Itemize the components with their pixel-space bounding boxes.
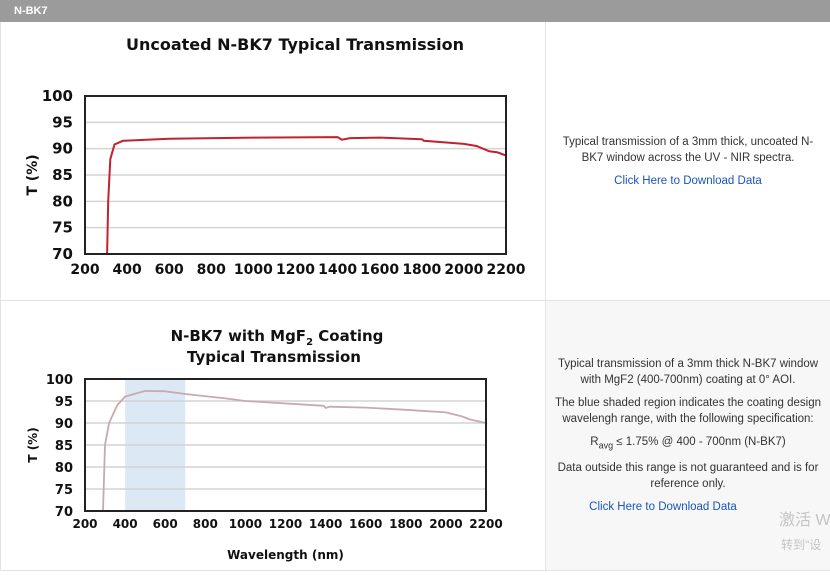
chart-cell: Uncoated N-BK7 Typical Transmission 70 75 8…: [0, 22, 546, 317]
transmission-line: [106, 136, 507, 255]
plot-frame: [84, 378, 487, 512]
y-tick-label: 100: [42, 87, 73, 105]
x-tick-label: 1000: [234, 262, 273, 278]
x-tick-label: 1600: [360, 262, 399, 278]
y-tick-label: 70: [52, 245, 73, 263]
description: Data outside this range is not guarantee…: [557, 462, 819, 491]
description: Typical transmission of a 3mm thick N-BK…: [557, 357, 819, 386]
y-tick-label: 85: [55, 439, 73, 454]
plot-frame: [84, 95, 507, 255]
y-tick-label: 80: [55, 461, 73, 476]
y-tick-label: 95: [52, 113, 73, 131]
description-cell: Typical transmission of a 3mm thick N-BK…: [546, 301, 830, 570]
download-data-link[interactable]: Click Here to Download Data: [614, 174, 762, 187]
watermark: 转到"设: [781, 538, 822, 552]
x-tick-label: 1800: [402, 262, 441, 278]
section-header: N-BK7: [0, 0, 830, 22]
x-tick-label: 2000: [429, 517, 462, 531]
description-cell: Typical transmission of a 3mm thick, unc…: [546, 22, 830, 300]
transmission-line: [102, 389, 487, 512]
chart-cell: N-BK7 with MgF2 Coating Typical Transmiss…: [0, 301, 546, 570]
x-tick-label: 2000: [444, 262, 483, 278]
x-tick-label: 200: [70, 262, 99, 278]
x-tick-label: 2200: [469, 517, 502, 531]
x-tick-label: 400: [113, 517, 138, 531]
row-uncoated: Uncoated N-BK7 Typical Transmission 70 75 8…: [0, 22, 830, 317]
description: Typical transmission of a 3mm thick, unc…: [562, 135, 814, 164]
x-tick-label: 1800: [389, 517, 422, 531]
y-axis-label: T (%): [26, 427, 40, 462]
x-tick-label: 1400: [309, 517, 342, 531]
chart-title: N-BK7 with MgF2 Coating: [171, 327, 384, 348]
spec: Ravg ≤ 1.75% @ 400 - 700nm (N-BK7): [590, 435, 786, 451]
y-tick-label: 70: [55, 505, 73, 520]
row-mgf2: N-BK7 with MgF2 Coating Typical Transmiss…: [0, 301, 830, 571]
download-data-link[interactable]: Click Here to Download Data: [589, 501, 737, 514]
y-tick-label: 95: [55, 395, 73, 410]
y-tick-label: 75: [55, 483, 73, 498]
x-axis-label: Wavelength (nm): [227, 548, 344, 562]
x-tick-label: 800: [197, 262, 226, 278]
x-tick-label: 1200: [269, 517, 302, 531]
x-tick-label: 1600: [349, 517, 382, 531]
x-tick-label: 400: [112, 262, 141, 278]
y-tick-label: 80: [52, 192, 73, 210]
y-tick-label: 100: [46, 373, 73, 388]
y-tick-label: 75: [52, 219, 73, 237]
x-tick-label: 800: [193, 517, 218, 531]
y-tick-label: 85: [52, 166, 73, 184]
watermark: 激活 W: [779, 512, 830, 529]
x-tick-label: 2200: [487, 262, 526, 278]
x-tick-label: 600: [153, 517, 178, 531]
chart-title: Uncoated N-BK7 Typical Transmission: [126, 35, 464, 54]
uncoated-transmission-chart: Uncoated N-BK7 Typical Transmission 70 75 8…: [25, 35, 526, 317]
y-tick-label: 90: [52, 140, 73, 158]
description: The blue shaded region indicates the coa…: [555, 396, 821, 425]
x-tick-label: 600: [155, 262, 184, 278]
x-tick-label: 1000: [229, 517, 262, 531]
y-tick-label: 90: [55, 417, 73, 432]
x-tick-label: 200: [72, 517, 97, 531]
x-tick-label: 1200: [276, 262, 315, 278]
y-axis-label: T (%): [25, 154, 41, 195]
x-tick-label: 1400: [318, 262, 357, 278]
chart-title-line2: Typical Transmission: [187, 348, 361, 366]
